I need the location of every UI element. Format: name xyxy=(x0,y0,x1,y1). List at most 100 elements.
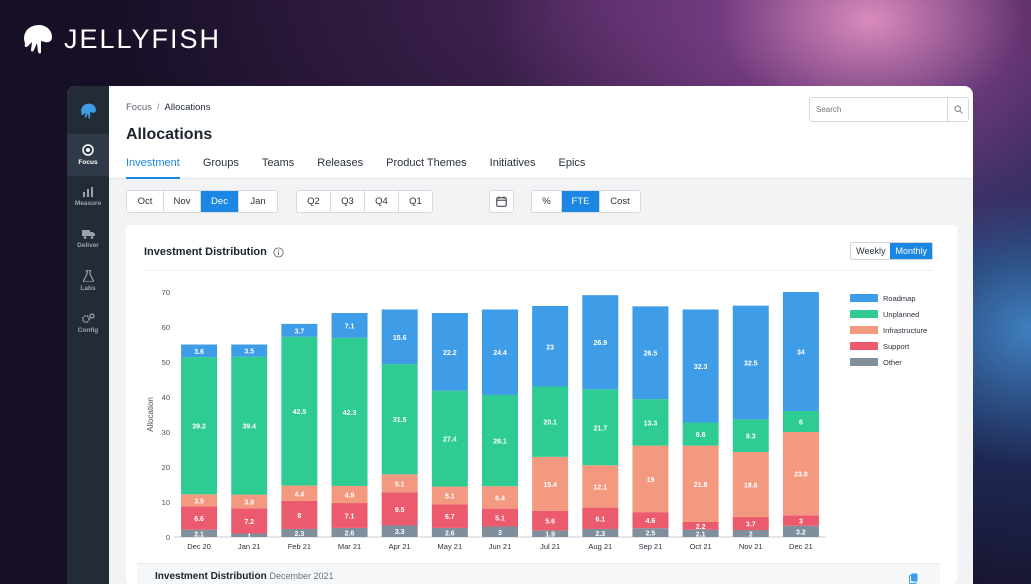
bar-segment xyxy=(582,465,619,508)
data-label: 1 xyxy=(247,533,251,540)
bar-segment xyxy=(331,337,368,486)
data-label: 15.4 xyxy=(543,482,557,489)
quarter-q3[interactable]: Q3 xyxy=(331,191,365,212)
bar-segment xyxy=(281,528,318,537)
focus-icon xyxy=(82,144,94,156)
rail-logo[interactable] xyxy=(67,94,109,128)
granularity-monthly[interactable]: Monthly xyxy=(890,243,932,259)
bar-segment xyxy=(181,344,218,358)
y-tick-label: 70 xyxy=(162,288,170,297)
breadcrumb-parent[interactable]: Focus xyxy=(126,102,152,113)
y-tick-label: 40 xyxy=(162,393,170,402)
data-label: 9.3 xyxy=(746,434,756,441)
legend-swatch xyxy=(850,310,878,318)
legend-swatch xyxy=(850,342,878,350)
x-tick-label: Aug 21 xyxy=(588,542,612,551)
info-icon[interactable] xyxy=(273,246,284,258)
data-label: 3.5 xyxy=(194,498,204,505)
bar-segment xyxy=(782,411,819,432)
rail-item-measure[interactable]: Measure xyxy=(67,176,109,218)
data-label: 24.4 xyxy=(493,350,507,357)
month-nov[interactable]: Nov xyxy=(164,191,201,212)
data-label: 26.1 xyxy=(493,439,507,446)
tab-bar: Investment Groups Teams Releases Product… xyxy=(126,157,608,179)
data-label: 2.5 xyxy=(646,531,656,538)
unit-cost[interactable]: Cost xyxy=(610,196,630,207)
quarter-q2[interactable]: Q2 xyxy=(297,191,331,212)
rail-item-config[interactable]: Config xyxy=(67,302,109,344)
y-tick-label: 60 xyxy=(162,323,170,332)
bar-segment xyxy=(682,309,719,423)
rail-item-label: Measure xyxy=(74,200,102,207)
bar-segment xyxy=(181,529,218,537)
brand-logo: JELLYFISH xyxy=(20,22,221,56)
copy-icon[interactable] xyxy=(909,573,918,584)
search-input[interactable] xyxy=(810,105,948,114)
unit-percent[interactable]: % xyxy=(532,191,562,212)
data-label: 32.5 xyxy=(744,361,758,368)
month-jan[interactable]: Jan xyxy=(250,196,266,207)
legend-swatch xyxy=(850,294,878,302)
quarter-q4[interactable]: Q4 xyxy=(365,191,399,212)
bar-segment xyxy=(381,474,418,493)
data-label: 6.1 xyxy=(595,516,605,523)
rail-item-deliver[interactable]: Deliver xyxy=(67,218,109,260)
tab-investment[interactable]: Investment xyxy=(126,157,180,179)
data-label: 9.5 xyxy=(395,507,405,514)
unit-selector: % FTE Cost xyxy=(531,190,641,213)
gears-icon xyxy=(81,312,95,323)
bar-segment xyxy=(381,525,418,537)
bar-segment xyxy=(682,529,719,537)
month-dec[interactable]: Dec xyxy=(201,191,239,212)
tab-product-themes[interactable]: Product Themes xyxy=(386,157,467,169)
month-oct[interactable]: Oct xyxy=(127,191,164,212)
rail-item-focus[interactable]: Focus xyxy=(67,134,109,176)
data-label: 18.6 xyxy=(744,483,758,490)
bar-segment xyxy=(482,526,518,537)
breadcrumb: Focus / Allocations xyxy=(126,102,210,113)
search-button[interactable] xyxy=(947,98,968,121)
date-picker-button[interactable] xyxy=(489,190,514,213)
rail-item-labs[interactable]: Labs xyxy=(67,260,109,302)
bottom-title: Investment Distribution December 2021 xyxy=(155,571,334,582)
bar-segment xyxy=(431,504,468,528)
bar-segment xyxy=(231,494,268,509)
data-label: 4.6 xyxy=(646,518,656,525)
data-label: 15.6 xyxy=(393,335,407,342)
bar-segment xyxy=(582,389,619,466)
granularity-weekly[interactable]: Weekly xyxy=(856,246,886,256)
data-label: 3 xyxy=(498,530,502,537)
y-tick-label: 20 xyxy=(162,463,170,472)
bar-segment xyxy=(782,525,819,537)
tab-initiatives[interactable]: Initiatives xyxy=(489,157,536,169)
unit-fte[interactable]: FTE xyxy=(562,191,600,212)
data-label: 6.7 xyxy=(445,514,455,521)
data-label: 2 xyxy=(749,532,753,539)
data-label: 26.9 xyxy=(593,340,607,347)
data-label: 5.1 xyxy=(445,494,455,501)
tab-releases[interactable]: Releases xyxy=(317,157,364,169)
data-label: 2.3 xyxy=(595,531,605,538)
data-label: 1.9 xyxy=(545,532,555,539)
tab-epics[interactable]: Epics xyxy=(558,157,586,169)
bar-segment xyxy=(532,386,569,457)
bottom-section-header: Investment Distribution December 2021 xyxy=(137,563,940,584)
bar-segment xyxy=(582,295,619,390)
jellyfish-logo-icon xyxy=(81,103,96,119)
bar-segment xyxy=(632,399,669,446)
quarter-q1[interactable]: Q1 xyxy=(409,196,422,207)
investment-chart: Allocation 0 10 20 30 40 50 60 70 2.1 6.6 3.5 39.2 3.… xyxy=(146,288,927,551)
data-label: 4.4 xyxy=(295,491,305,498)
data-label: 19 xyxy=(647,477,655,484)
data-label: 31.5 xyxy=(393,417,407,424)
data-label: 13.3 xyxy=(644,420,658,427)
tab-teams[interactable]: Teams xyxy=(261,157,295,169)
data-label: 6.6 xyxy=(194,516,204,523)
nav-rail: Focus Measure Deliver Labs Config xyxy=(67,86,109,584)
bar-segment xyxy=(732,419,769,452)
tab-groups[interactable]: Groups xyxy=(202,157,239,169)
data-label: 3.7 xyxy=(746,522,756,529)
bar-segment xyxy=(281,336,318,486)
bar-segment xyxy=(331,527,368,537)
data-label: 3 xyxy=(799,519,803,526)
